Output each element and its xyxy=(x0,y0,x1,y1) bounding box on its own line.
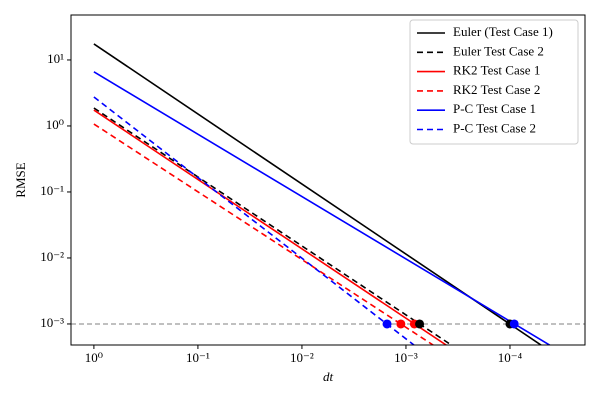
point xyxy=(396,319,406,329)
legend-box xyxy=(409,19,579,145)
x-tick-label: 10⁻¹ xyxy=(186,350,210,365)
x-tick-label: 10⁰ xyxy=(85,350,103,365)
point xyxy=(382,319,392,329)
plot-area xyxy=(71,43,585,345)
y-tick-label: 10⁻³ xyxy=(40,315,64,330)
y-tick-label: 10⁻¹ xyxy=(40,183,64,198)
legend-label: Euler (Test Case 1) xyxy=(453,24,553,39)
series-line xyxy=(93,43,543,345)
y-tick-label: 10⁻² xyxy=(40,249,64,264)
series-line xyxy=(93,96,416,345)
point xyxy=(509,319,519,329)
legend-label: Euler Test Case 2 xyxy=(453,43,544,58)
legend-label: P-C Test Case 2 xyxy=(453,120,536,135)
plot-frame xyxy=(70,14,586,346)
legend-label: RK2 Test Case 2 xyxy=(453,82,540,97)
x-tick-label: 10⁻⁴ xyxy=(498,350,523,365)
x-tick-label: 10⁻² xyxy=(290,350,314,365)
point xyxy=(415,319,425,329)
legend-label: RK2 Test Case 1 xyxy=(453,63,540,78)
series-line xyxy=(93,107,453,345)
y-tick-label: 10¹ xyxy=(47,51,64,66)
x-tick-label: 10⁻³ xyxy=(394,350,418,365)
series-line xyxy=(93,109,448,345)
x-axis-label: dt xyxy=(323,369,334,384)
y-axis-label: RMSE xyxy=(13,162,28,197)
legend-label: P-C Test Case 1 xyxy=(453,101,536,116)
series-line xyxy=(93,123,435,345)
series-line xyxy=(93,71,552,345)
y-tick-label: 10⁰ xyxy=(46,117,64,132)
